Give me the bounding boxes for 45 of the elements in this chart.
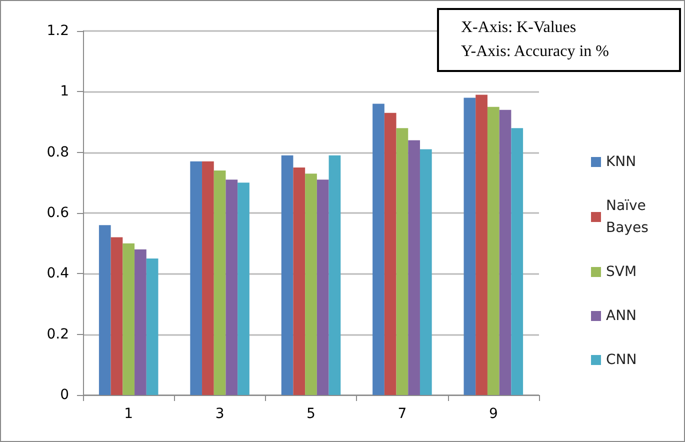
bar [316,180,329,395]
x-tick-label: 1 [124,406,134,422]
bar [487,106,500,395]
legend-label: SVM [606,264,637,280]
bar [328,155,341,395]
bar [110,237,123,395]
bar [305,174,317,395]
bar [98,225,111,395]
bar [476,94,488,395]
annotation: Y-Axis: Accuracy in % [461,42,610,62]
y-tick-label: 0.8 [46,144,69,160]
bar [238,182,250,395]
bar [226,180,238,395]
bar [122,243,135,395]
x-tick-label: 9 [488,406,498,422]
x-tick-label: 5 [306,406,316,422]
bar [134,249,146,395]
bar [499,110,512,395]
bar [384,112,396,395]
bar [146,258,158,395]
annotation: X-Axis: K-Values [461,18,578,38]
y-tick-label: 1 [60,84,69,100]
legend-label: ANN [606,308,637,324]
bar [202,161,214,395]
bar [372,104,384,395]
bar [420,149,432,395]
bar [396,128,408,395]
bar [293,168,306,395]
legend-label: KNN [606,154,636,170]
bar [511,128,524,395]
legend-label: CNN [606,352,637,368]
x-tick-label: 7 [398,406,407,422]
y-tick-label: 0 [60,387,69,403]
legend-label: Naïve Bayes [606,198,648,236]
bar [464,98,476,395]
y-tick-label: 0.2 [46,326,69,342]
y-tick-label: 1.2 [46,23,69,39]
bar [190,161,202,395]
note-box: X-Axis: K-Values Y-Axis: Accuracy in % [437,8,681,72]
bar [214,170,226,395]
bar [408,140,420,395]
y-tick-label: 0.4 [46,266,70,282]
x-tick-label: 3 [215,406,224,422]
bar [281,155,294,395]
y-tick-label: 0.6 [46,205,70,221]
